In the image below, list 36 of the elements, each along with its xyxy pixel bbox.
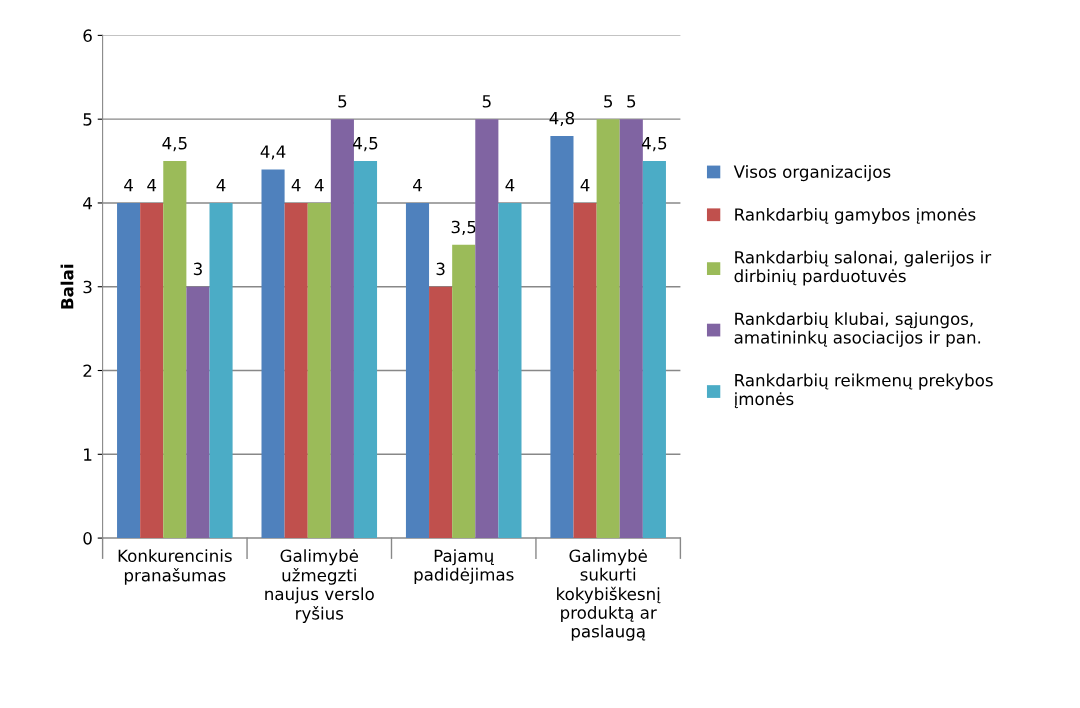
y-tick-label: 0 (83, 532, 92, 545)
data-label: 4 (580, 179, 590, 192)
data-label: 3 (193, 262, 202, 276)
data-label: 4 (216, 179, 226, 192)
data-label: 3,5 (451, 220, 476, 235)
legend-label: Rankdarbių reikmenų prekybos įmonės (734, 373, 993, 409)
data-label: 4 (147, 179, 157, 192)
data-label: 3 (436, 262, 445, 276)
data-label: 4 (314, 179, 324, 192)
y-tick-label: 4 (83, 197, 92, 210)
x-tick-label: Galimybė užmegzti naujus verslo ryšius (265, 549, 374, 623)
data-label: 4 (413, 179, 422, 192)
legend-label: Visos organizacijos (733, 165, 891, 182)
y-tick-label: 2 (83, 364, 92, 377)
data-label: 5 (338, 95, 347, 108)
y-tick-label: 5 (83, 113, 92, 126)
data-label: 5 (482, 95, 491, 108)
data-label: 4,5 (162, 137, 187, 152)
y-tick-label: 1 (84, 448, 92, 461)
data-label: 4,8 (549, 111, 575, 127)
legend-label: Rankdarbių klubai, sąjungos, amatininkų asociacijos ir pan. (734, 312, 981, 347)
data-label: 4 (505, 179, 515, 192)
data-label: 4,4 (260, 145, 286, 160)
y-tick-label: 3 (83, 280, 92, 294)
y-axis-title: Balai (60, 264, 74, 309)
data-label: 5 (627, 95, 636, 108)
x-tick-label: Galimybė sukurti kokybiškesnį produktą ar paslaugą (557, 549, 661, 641)
data-label: 4 (291, 179, 301, 192)
x-tick-label: Pajamų padidėjimas (414, 549, 514, 584)
data-label: 4,5 (641, 137, 667, 152)
y-tick-label: 6 (83, 29, 92, 42)
data-label: 4 (124, 179, 133, 192)
data-label: 5 (604, 95, 613, 108)
legend-label: Rankdarbių gamybos įmonės (735, 207, 976, 225)
x-tick-label: Konkurencinis pranašumas (118, 549, 232, 585)
legend-label: Rankdarbių salonai, galerijos ir dirbinių parduotuvės (734, 250, 992, 286)
